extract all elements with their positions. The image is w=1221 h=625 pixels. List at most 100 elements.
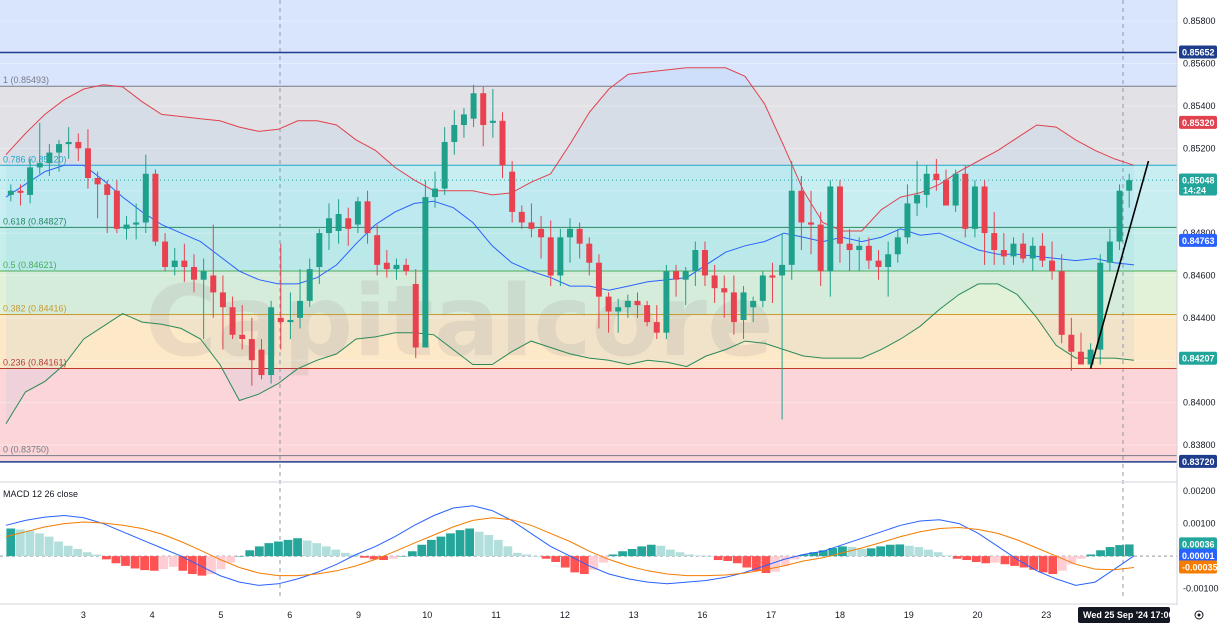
candle-body: [65, 141, 72, 145]
macd-badge-text: 0.00001: [1182, 551, 1215, 561]
candle-body: [393, 264, 400, 270]
macd-histogram-bar: [570, 556, 580, 573]
candle-body: [528, 222, 535, 229]
macd-histogram-bar: [63, 545, 73, 557]
macd-histogram-bar: [1029, 556, 1039, 570]
candle-body: [171, 260, 178, 267]
macd-histogram-bar: [446, 533, 455, 557]
macd-histogram-bar: [589, 556, 599, 570]
macd-badge-text: 0.00036: [1182, 539, 1215, 549]
candle-body: [827, 186, 834, 272]
candle-body: [287, 319, 294, 323]
macd-histogram-bar: [293, 538, 302, 557]
settings-icon: [1194, 610, 1204, 620]
price-tick-label: 0.84800: [1183, 228, 1216, 238]
candle-body: [268, 307, 275, 376]
macd-histogram-bar: [904, 545, 914, 557]
macd-tick-label: 0.00200: [1183, 486, 1216, 496]
time-tick-label: 16: [697, 610, 707, 620]
candle-body: [557, 237, 564, 276]
price-badge-text: 0.83720: [1182, 457, 1215, 467]
macd-histogram-bar: [551, 556, 561, 562]
candle-body: [1097, 262, 1104, 350]
macd-histogram-bar: [312, 543, 322, 557]
macd-line: [5, 505, 1135, 586]
candle-body: [335, 214, 342, 231]
candle-body: [518, 211, 525, 223]
price-badge: [1179, 233, 1217, 247]
candle-body: [1039, 245, 1046, 261]
candle-body: [904, 203, 911, 238]
macd-histogram-bar: [952, 556, 962, 559]
zone-upper: [0, 52, 1177, 87]
candle-body: [759, 275, 766, 301]
time-tick-label: 18: [835, 610, 845, 620]
price-badge-text: 0.85320: [1182, 118, 1215, 128]
macd-histogram-bar: [885, 544, 895, 557]
price-badge: [1179, 454, 1217, 468]
macd-badge-text: -0.00035: [1182, 563, 1218, 573]
candle-body: [962, 173, 969, 229]
macd-histogram-bar: [54, 541, 63, 557]
macd-histogram-bar: [254, 546, 264, 557]
candle-body: [46, 152, 53, 164]
macd-histogram-bar: [264, 543, 274, 557]
macd-histogram-bar: [379, 556, 388, 561]
macd-histogram-bar: [713, 556, 723, 561]
macd-histogram-bar: [340, 552, 350, 557]
macd-histogram-bar: [216, 556, 226, 570]
candle-body: [248, 339, 255, 361]
macd-histogram-bar: [790, 556, 800, 560]
macd-tick-label: 0.00100: [1183, 519, 1216, 529]
macd-histogram-bar: [388, 556, 398, 559]
macd-histogram-bar: [771, 556, 780, 572]
candle-body: [94, 177, 101, 185]
macd-histogram-bar: [465, 528, 475, 557]
candle-body: [403, 264, 410, 272]
macd-histogram-bar: [369, 556, 379, 560]
candle-body: [200, 271, 207, 280]
candle-body: [615, 307, 622, 312]
macd-histogram-bar: [752, 556, 761, 571]
price-axis: 0.858000.856000.854000.852000.850000.848…: [1176, 0, 1221, 625]
macd-histogram-bar: [417, 544, 427, 557]
time-tick-label: 10: [422, 610, 432, 620]
price-tick-label: 0.85400: [1183, 101, 1216, 111]
macd-histogram-bar: [962, 556, 972, 561]
macd-histogram-bar: [579, 556, 589, 574]
candle-body: [364, 201, 371, 234]
macd-histogram-bar: [809, 552, 819, 557]
horizontal-levels: 1 (0.85493) 0.786 (0.85120) 0.618 (0.84827…: [0, 51, 1177, 463]
macd-histogram-bar: [6, 528, 16, 557]
macd-histogram-bar: [159, 556, 169, 570]
candle-body: [56, 144, 63, 153]
macd-histogram-bar: [1057, 556, 1067, 571]
macd-signal-line: [5, 517, 1135, 577]
macd-histogram-bar: [627, 548, 637, 557]
candle-body: [779, 264, 786, 276]
macd-histogram-bar: [407, 551, 417, 557]
macd-histogram-bar: [761, 556, 771, 574]
time-tick-label: 6: [287, 610, 292, 620]
time-tick-label: 13: [629, 610, 639, 620]
macd-histogram-bar: [474, 531, 484, 557]
candle-body: [711, 275, 718, 289]
macd-histogram-bar: [130, 556, 140, 569]
macd-histogram-bar: [1086, 554, 1096, 557]
macd-histogram-bar: [15, 529, 25, 557]
macd-histogram-bar: [235, 556, 245, 557]
candle-body: [133, 222, 140, 225]
bollinger-lower: [5, 283, 1135, 425]
fib-zone: [0, 368, 1177, 456]
macd-histogram-bar: [168, 556, 178, 567]
candle-body: [499, 120, 506, 166]
candle-body: [460, 114, 467, 126]
macd-histogram-bar: [732, 556, 742, 564]
price-tick-label: 0.84400: [1183, 313, 1216, 323]
macd-histogram-bar: [532, 556, 541, 557]
candle-body: [36, 163, 43, 168]
macd-histogram-bar: [1038, 556, 1048, 573]
price-badge: [1179, 115, 1217, 129]
